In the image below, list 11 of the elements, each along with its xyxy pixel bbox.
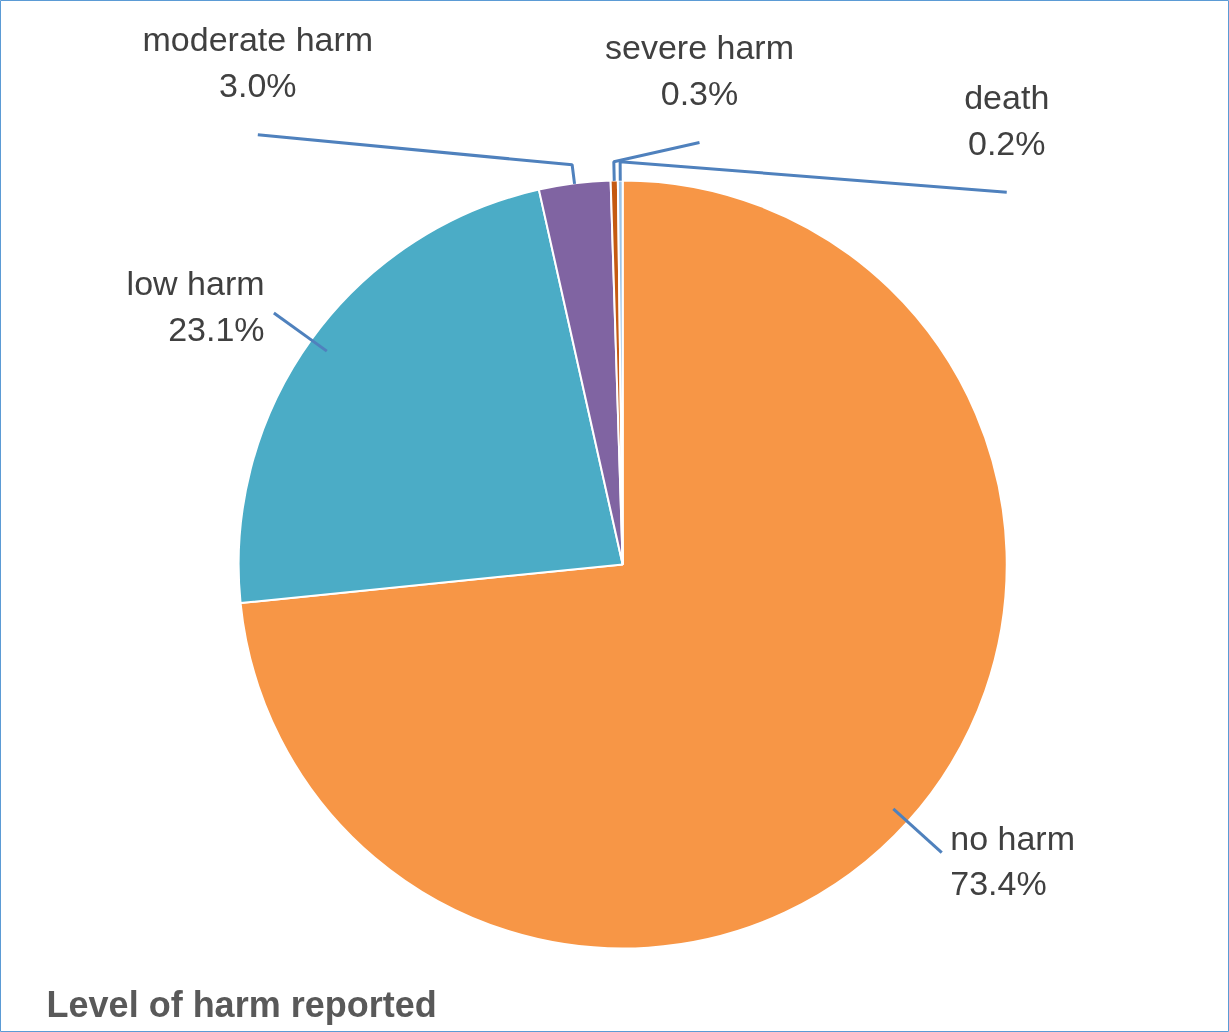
text: Level of harm reported [46,983,437,1025]
slice-label: severe harm [605,28,794,67]
slice-label: no harm [950,818,1076,857]
data-label: 0.3% [660,73,739,112]
slice-label: moderate harm [142,20,374,59]
data-label: 3.0% [219,66,297,105]
data-label: 0.2% [968,123,1046,162]
slice-label: death [964,78,1050,117]
data-label: 23.1% [168,310,265,349]
data-label: 73.4% [950,864,1047,903]
slice-label: low harm [126,264,265,303]
